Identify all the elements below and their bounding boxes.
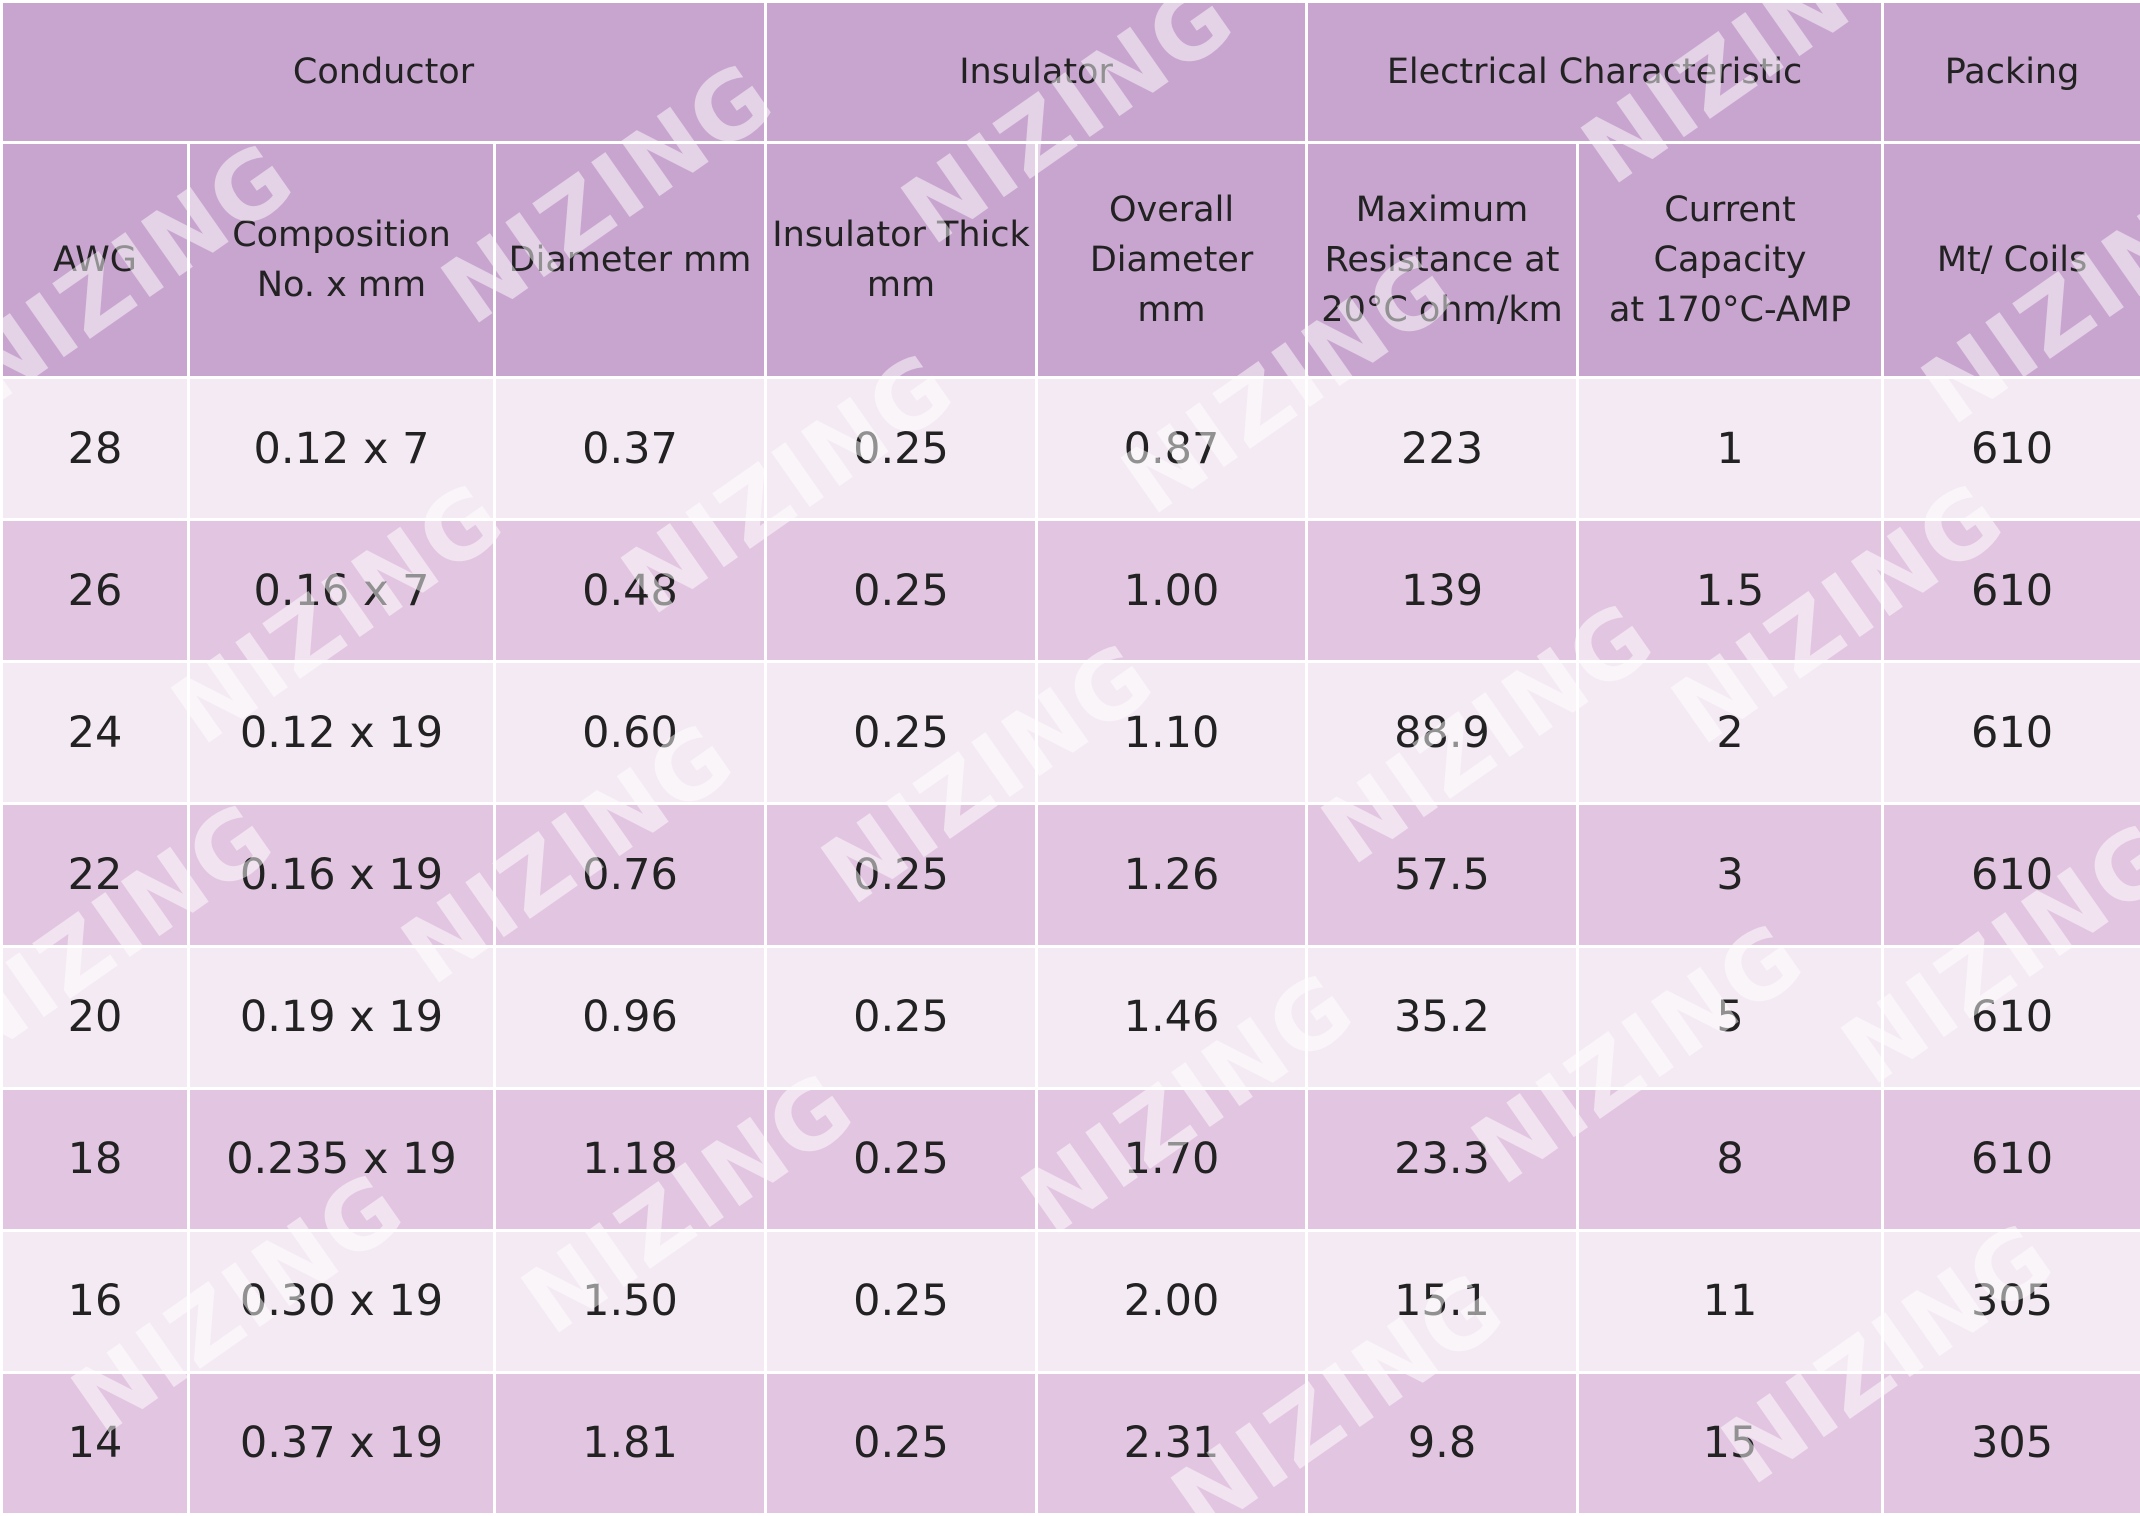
table-cell: 610: [1881, 375, 2140, 522]
table-cell: 305: [1881, 1228, 2140, 1374]
table-cell: 610: [1881, 944, 2140, 1090]
table-row: 28 0.12 x 7 0.37 0.25 0.87 223 1 610: [0, 375, 2140, 522]
table-cell: 0.76: [492, 802, 768, 948]
table-cell: 18: [0, 1086, 190, 1232]
table-cell: 14: [0, 1370, 190, 1516]
table-cell: 57.5: [1305, 802, 1580, 948]
table-row: 18 0.235 x 19 1.18 0.25 1.70 23.3 8 610: [0, 1086, 2140, 1232]
column-header: Mt/ Coils: [1881, 141, 2140, 379]
table-row: 16 0.30 x 19 1.50 0.25 2.00 15.1 11 305: [0, 1228, 2140, 1374]
table-cell: 2: [1576, 660, 1885, 806]
table-cell: 22: [0, 802, 190, 948]
table-row: 22 0.16 x 19 0.76 0.25 1.26 57.5 3 610: [0, 802, 2140, 948]
table-cell: 20: [0, 944, 190, 1090]
table-cell: 223: [1305, 375, 1580, 522]
table-cell: 0.235 x 19: [187, 1086, 496, 1232]
table-cell: 0.19 x 19: [187, 944, 496, 1090]
table-cell: 15.1: [1305, 1228, 1580, 1374]
table-cell: 610: [1881, 660, 2140, 806]
column-header: Maximum Resistance at 20°C ohm/km: [1305, 141, 1580, 379]
column-header: Overall Diameter mm: [1035, 141, 1309, 379]
table-cell: 0.12 x 19: [187, 660, 496, 806]
column-header: AWG: [0, 141, 190, 379]
column-row: AWG Composition No. x mm Diameter mm Insula…: [0, 141, 2140, 379]
table-cell: 16: [0, 1228, 190, 1374]
table-cell: 0.37: [492, 375, 768, 522]
column-header: Insulator Thick mm: [764, 141, 1039, 379]
table-cell: 28: [0, 375, 190, 522]
group-header: Insulator: [764, 0, 1309, 144]
column-header: Composition No. x mm: [187, 141, 496, 379]
table-row: 14 0.37 x 19 1.81 0.25 2.31 9.8 15 305: [0, 1370, 2140, 1516]
table-row: 26 0.16 x 7 0.48 0.25 1.00 139 1.5 610: [0, 518, 2140, 664]
table-cell: 0.60: [492, 660, 768, 806]
table-cell: 2.00: [1035, 1228, 1309, 1374]
table-row: 20 0.19 x 19 0.96 0.25 1.46 35.2 5 610: [0, 944, 2140, 1090]
table-cell: 1.10: [1035, 660, 1309, 806]
table-cell: 0.25: [764, 660, 1039, 806]
table-cell: 1.70: [1035, 1086, 1309, 1232]
table-row: 24 0.12 x 19 0.60 0.25 1.10 88.9 2 610: [0, 660, 2140, 806]
table-cell: 0.48: [492, 518, 768, 664]
column-header: Current Capacity at 170°C-AMP: [1576, 141, 1885, 379]
table-cell: 5: [1576, 944, 1885, 1090]
group-header: Electrical Characteristic: [1305, 0, 1885, 144]
table-cell: 1.5: [1576, 518, 1885, 664]
table-cell: 0.25: [764, 1370, 1039, 1516]
table-cell: 88.9: [1305, 660, 1580, 806]
group-row: Conductor Insulator Electrical Character…: [0, 0, 2140, 144]
table-cell: 0.25: [764, 944, 1039, 1090]
table-cell: 610: [1881, 1086, 2140, 1232]
table-cell: 1.26: [1035, 802, 1309, 948]
table-cell: 2.31: [1035, 1370, 1309, 1516]
table-cell: 1.18: [492, 1086, 768, 1232]
table-cell: 0.25: [764, 375, 1039, 522]
table-head: Conductor Insulator Electrical Character…: [0, 0, 2140, 379]
table-cell: 0.25: [764, 518, 1039, 664]
table-cell: 0.16 x 7: [187, 518, 496, 664]
table-cell: 3: [1576, 802, 1885, 948]
table-cell: 1.46: [1035, 944, 1309, 1090]
table-cell: 610: [1881, 518, 2140, 664]
table-cell: 0.96: [492, 944, 768, 1090]
table-cell: 11: [1576, 1228, 1885, 1374]
table-cell: 1: [1576, 375, 1885, 522]
table-cell: 1.00: [1035, 518, 1309, 664]
table-cell: 8: [1576, 1086, 1885, 1232]
table-cell: 1.81: [492, 1370, 768, 1516]
table-cell: 0.37 x 19: [187, 1370, 496, 1516]
table-cell: 9.8: [1305, 1370, 1580, 1516]
table-cell: 23.3: [1305, 1086, 1580, 1232]
group-header: Packing: [1881, 0, 2140, 144]
table-cell: 35.2: [1305, 944, 1580, 1090]
table-cell: 0.30 x 19: [187, 1228, 496, 1374]
column-header: Diameter mm: [492, 141, 768, 379]
table-cell: 0.16 x 19: [187, 802, 496, 948]
table-cell: 139: [1305, 518, 1580, 664]
table-cell: 0.12 x 7: [187, 375, 496, 522]
table-cell: 305: [1881, 1370, 2140, 1516]
group-header: Conductor: [0, 0, 768, 144]
table-cell: 0.25: [764, 1086, 1039, 1232]
table-cell: 0.87: [1035, 375, 1309, 522]
table-cell: 15: [1576, 1370, 1885, 1516]
table-cell: 24: [0, 660, 190, 806]
table-cell: 26: [0, 518, 190, 664]
table-cell: 0.25: [764, 802, 1039, 948]
table-cell: 1.50: [492, 1228, 768, 1374]
table-cell: 0.25: [764, 1228, 1039, 1374]
table-cell: 610: [1881, 802, 2140, 948]
